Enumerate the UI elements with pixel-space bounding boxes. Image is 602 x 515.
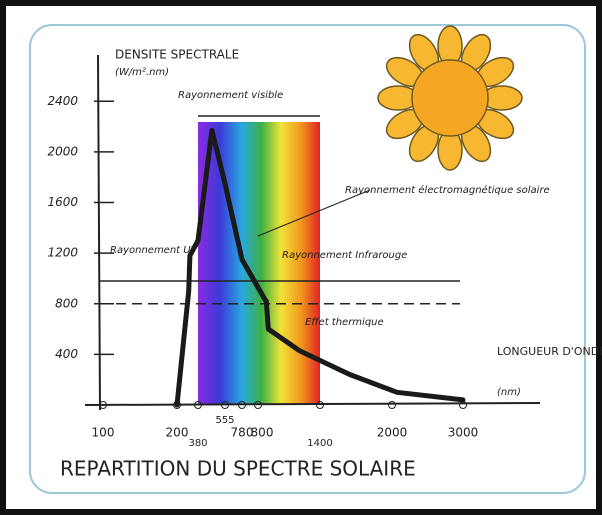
- y-tick-label: 1200: [47, 246, 78, 260]
- y-tick-label: 1600: [47, 195, 78, 209]
- x-tick-label: 555: [215, 415, 234, 426]
- chart: DENSITE SPECTRALE (W/m².nm) LONGUEUR D'O…: [0, 0, 602, 515]
- x-tick-label: 100: [92, 426, 115, 440]
- x-axis-unit: (nm): [497, 387, 521, 398]
- x-tick-label: 3000: [448, 426, 479, 440]
- x-tick-label: 200: [166, 426, 189, 440]
- x-tick-label: 1400: [307, 438, 332, 449]
- y-tick-label: 400: [55, 347, 78, 361]
- y-axis-label: DENSITE SPECTRALE: [115, 48, 239, 62]
- y-tick-label: 2000: [47, 144, 78, 158]
- annotation: Rayonnement Infrarouge: [282, 250, 407, 261]
- x-tick-label: 2000: [377, 426, 408, 440]
- x-tick-label: 380: [188, 438, 207, 449]
- chart-title: REPARTITION DU SPECTRE SOLAIRE: [60, 457, 416, 481]
- y-tick-label: 2400: [47, 94, 78, 108]
- annotation: Rayonnement visible: [178, 90, 283, 101]
- y-axis-unit: (W/m².nm): [115, 67, 169, 78]
- y-tick-label: 800: [55, 296, 78, 310]
- visible-band: [198, 122, 320, 405]
- annotation: Rayonnement UV: [110, 245, 199, 256]
- annotation: Effet thermique: [305, 317, 384, 328]
- x-axis-label: LONGUEUR D'ONDE: [497, 345, 602, 358]
- x-tick-label: 800: [251, 426, 274, 440]
- annotation: Rayonnement électromagnétique solaire: [345, 184, 550, 196]
